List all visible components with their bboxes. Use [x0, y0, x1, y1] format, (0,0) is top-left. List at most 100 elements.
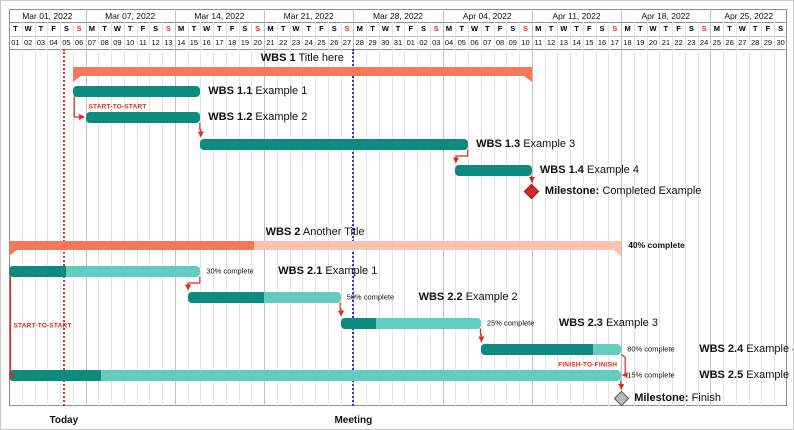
day-letter: S: [60, 22, 73, 36]
day-letter-text: T: [127, 24, 133, 34]
grid-line-day: [34, 22, 36, 406]
grid-line-day: [327, 22, 329, 406]
day-number-text: 05: [457, 37, 466, 47]
day-letter-text: T: [484, 24, 490, 34]
day-number: 01: [9, 36, 22, 50]
day-number: 23: [290, 36, 303, 50]
day-number-text: 12: [151, 37, 160, 47]
grid-line-day: [47, 22, 49, 406]
day-number: 29: [761, 36, 774, 50]
week-label: Apr 11, 2022: [532, 9, 621, 22]
task-bar: [9, 369, 622, 381]
day-letter-text: M: [535, 24, 542, 34]
day-letter-text: S: [778, 24, 784, 34]
day-number-text: 30: [776, 37, 785, 47]
week-label-text: Apr 11, 2022: [552, 10, 601, 21]
day-number: 16: [596, 36, 609, 50]
day-number-text: 11: [139, 37, 147, 47]
day-letter-text: T: [459, 24, 465, 34]
day-letter-text: F: [676, 24, 681, 34]
task-progress-text: 25% complete: [486, 318, 535, 328]
day-letter: S: [698, 22, 711, 36]
day-letter-text: T: [102, 24, 107, 34]
day-number-text: 14: [177, 37, 186, 47]
day-letter-text: S: [420, 24, 426, 34]
day-letter: F: [494, 22, 507, 36]
day-letter: T: [634, 22, 647, 36]
day-number-text: 08: [495, 37, 505, 47]
task-name: WBS 2.2: [418, 291, 463, 303]
day-letter: M: [86, 22, 99, 36]
grid-line-day: [493, 22, 495, 406]
day-number-text: 29: [368, 37, 377, 47]
day-number-text: 22: [674, 37, 683, 47]
group-desc: Another Title: [302, 226, 365, 238]
day-number-text: 15: [585, 37, 594, 47]
day-number-text: 16: [597, 37, 607, 47]
grid-line-day: [633, 22, 635, 406]
day-letter-text: S: [255, 24, 261, 34]
milestone-name: Milestone:: [544, 185, 600, 197]
task-bar: [9, 265, 201, 277]
day-number: 26: [723, 36, 736, 50]
grid-line-day: [595, 22, 597, 406]
day-letter-text: T: [217, 24, 222, 34]
day-number: 20: [251, 36, 264, 50]
day-letter-text: M: [713, 24, 720, 34]
day-letter: S: [239, 22, 252, 36]
day-number: 06: [73, 36, 86, 50]
today-line: [62, 49, 65, 406]
group-bar-right-tab: [523, 75, 532, 82]
week-label: Apr 18, 2022: [621, 9, 710, 22]
day-letter-text: F: [140, 24, 146, 34]
day-letter: S: [149, 22, 162, 36]
day-number-text: 18: [228, 37, 237, 47]
day-letter: T: [277, 22, 290, 36]
day-number-text: 12: [546, 37, 556, 47]
task-label: WBS 2.4 Example 4: [699, 343, 793, 355]
day-number: 21: [659, 36, 672, 50]
day-letter: S: [73, 22, 86, 36]
day-number: 12: [149, 36, 162, 50]
grid-line-day: [417, 22, 419, 406]
week-label: Mar 01, 2022: [9, 9, 86, 22]
grid-line-day: [149, 22, 151, 406]
day-letter: T: [749, 22, 762, 36]
day-letter: T: [366, 22, 379, 36]
day-number-text: 04: [49, 37, 58, 47]
day-number: 14: [570, 36, 583, 50]
task-label: WBS 2.2 Example 2: [419, 291, 518, 303]
week-label-text: Apr 25, 2022: [724, 10, 774, 21]
day-number-text: 23: [291, 37, 301, 47]
grid-line-day: [582, 22, 584, 406]
grid-line-week: [442, 9, 444, 406]
day-letter-text: S: [344, 24, 350, 34]
task-bar: [480, 343, 622, 355]
day-number-text: 06: [470, 37, 479, 47]
day-letter-text: S: [599, 24, 605, 34]
day-number: 03: [35, 36, 48, 50]
day-number-text: 05: [62, 37, 71, 47]
task-bar: [85, 111, 201, 123]
day-letter: S: [328, 22, 341, 36]
group-progress-text: 40% complete: [628, 240, 685, 250]
header-separator: [9, 22, 787, 23]
task-name: WBS 2.1: [278, 265, 323, 277]
grid-line-day: [366, 22, 368, 406]
group-bar: [72, 66, 532, 76]
group-desc: Title here: [298, 52, 344, 64]
task-progress-label: 25% complete: [487, 319, 535, 328]
grid-line-day: [187, 22, 189, 406]
day-letter: M: [710, 22, 723, 36]
group-bar-left-tab: [72, 75, 81, 82]
grid-line-day: [302, 22, 304, 406]
week-label-text: Mar 21, 2022: [283, 10, 334, 21]
header-separator: [9, 35, 787, 37]
day-letter: F: [226, 22, 239, 36]
day-number: 08: [98, 36, 111, 50]
day-letter-text: S: [165, 24, 171, 34]
grid-line-week: [85, 9, 87, 406]
week-label-text: Mar 14, 2022: [194, 10, 245, 21]
grid-line-day: [480, 22, 482, 406]
link-label: FINISH-TO-FINISH: [558, 361, 617, 368]
